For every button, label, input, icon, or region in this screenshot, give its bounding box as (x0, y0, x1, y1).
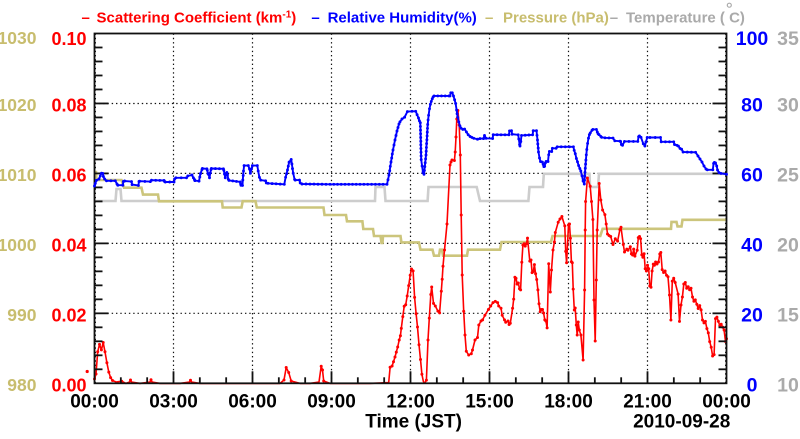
svg-text:0.04: 0.04 (51, 235, 86, 255)
svg-text:1020: 1020 (0, 95, 37, 115)
svg-text:Pressure (hPa): Pressure (hPa) (503, 9, 609, 26)
svg-text:30: 30 (777, 95, 799, 117)
svg-text:1010: 1010 (0, 165, 37, 185)
svg-text:0.02: 0.02 (51, 305, 86, 325)
svg-text:–: – (610, 9, 618, 26)
svg-text:0.00: 0.00 (51, 375, 86, 395)
svg-text:–: – (485, 9, 493, 26)
svg-text:00:00: 00:00 (702, 392, 751, 413)
svg-text:06:00: 06:00 (228, 392, 277, 413)
svg-text:00:00: 00:00 (70, 392, 119, 413)
svg-text:1000: 1000 (0, 235, 37, 255)
svg-text:–: – (311, 9, 319, 26)
svg-text:100: 100 (736, 28, 769, 50)
svg-text:20: 20 (741, 304, 763, 326)
svg-text:0.06: 0.06 (51, 165, 86, 185)
svg-text:21:00: 21:00 (623, 392, 672, 413)
svg-text:15:00: 15:00 (465, 392, 514, 413)
svg-text:09:00: 09:00 (307, 392, 356, 413)
svg-text:35: 35 (777, 28, 799, 50)
svg-text:0.08: 0.08 (51, 96, 86, 116)
svg-text:20: 20 (777, 235, 799, 257)
svg-text:15: 15 (777, 304, 799, 326)
svg-text:Time (JST): Time (JST) (365, 412, 462, 433)
svg-text:2010-09-28: 2010-09-28 (633, 412, 730, 433)
svg-text:–: – (82, 9, 90, 26)
svg-text:0.10: 0.10 (51, 29, 86, 49)
svg-text:18:00: 18:00 (544, 392, 593, 413)
svg-text:Relative Humidity(%): Relative Humidity(%) (328, 9, 477, 26)
svg-text:Scattering Coefficient (km-1): Scattering Coefficient (km-1) (97, 9, 297, 26)
svg-text:03:00: 03:00 (149, 392, 198, 413)
svg-text:25: 25 (777, 165, 799, 187)
svg-text:990: 990 (7, 305, 36, 325)
svg-text:80: 80 (741, 95, 763, 117)
svg-text:0: 0 (747, 374, 758, 396)
svg-text:60: 60 (741, 165, 763, 187)
svg-text:10: 10 (777, 374, 799, 396)
svg-text:12:00: 12:00 (386, 392, 435, 413)
svg-text:40: 40 (741, 235, 763, 257)
svg-text:1030: 1030 (0, 28, 37, 48)
svg-text:Temperature ( C): Temperature ( C) (626, 9, 745, 26)
svg-text:980: 980 (7, 375, 36, 395)
